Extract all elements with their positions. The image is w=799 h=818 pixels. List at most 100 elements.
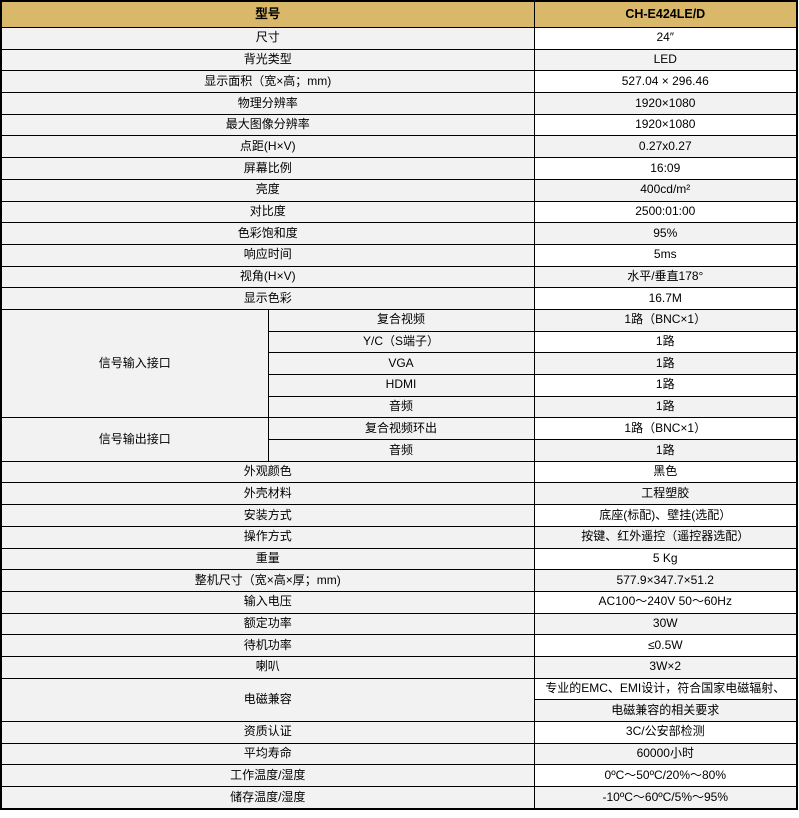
row-operating-temp-humidity: 工作温度/湿度 0ºC～50ºC/20%～80%: [0, 764, 798, 788]
row-hdmi-input: HDMI 1路: [1, 374, 798, 397]
response-time-label: 响应时间: [0, 243, 535, 267]
native-resolution-label: 物理分辨率: [0, 92, 535, 115]
average-lifespan-label: 平均寿命: [0, 742, 535, 766]
model-label: 型号: [0, 0, 535, 28]
composite-loopout-label: 复合视频环出: [267, 417, 535, 441]
row-composite-video-loopout: 信号输出接口 复合视频环出 1路（BNC×1）: [0, 417, 798, 462]
row-control-method: 操作方式 按键、红外遥控（遥控器选配）: [0, 525, 798, 549]
weight-label: 重量: [0, 547, 535, 571]
aspect-ratio-label: 屏幕比例: [0, 157, 535, 180]
vga-input-label: VGA: [267, 352, 535, 375]
row-native-resolution: 物理分辨率 1920×1080: [0, 92, 798, 115]
emc-value-line1: 专业的EMC、EMI设计，符合国家电磁辐射、: [533, 677, 798, 701]
aspect-ratio-value: 16:09: [533, 157, 798, 180]
row-contrast-ratio: 对比度 2500:01:00: [0, 200, 798, 224]
display-colors-label: 显示色彩: [0, 287, 535, 310]
mounting-method-value: 底座(标配)、壁挂(选配）: [533, 504, 798, 527]
row-color-saturation: 色彩饱和度 95%: [0, 222, 798, 245]
row-input-voltage: 输入电压 AC100～240V 50～60Hz: [0, 590, 798, 614]
viewing-angle-label: 视角(H×V): [0, 265, 535, 289]
row-composite-video-in: 信号输入接口 复合视频 1路（BNC×1）: [0, 308, 798, 419]
cabinet-material-label: 外壳材料: [0, 482, 535, 506]
backlight-label: 背光类型: [0, 48, 535, 72]
input-voltage-label: 输入电压: [0, 590, 535, 614]
row-brightness: 亮度 400cd/m²: [0, 178, 798, 202]
row-display-colors: 显示色彩 16.7M: [0, 287, 798, 310]
row-size: 尺寸 24″: [0, 27, 798, 50]
signal-output-label: 信号输出接口: [0, 417, 269, 462]
row-pixel-pitch: 点距(H×V) 0.27x0.27: [0, 135, 798, 159]
hdmi-input-label: HDMI: [267, 374, 535, 397]
viewing-angle-value: 水平/垂直178°: [533, 265, 798, 289]
contrast-ratio-label: 对比度: [0, 200, 535, 224]
row-standby-power: 待机功率 ≤0.5W: [0, 634, 798, 657]
storage-temp-humidity-label: 储存温度/湿度: [0, 786, 535, 810]
composite-video-in-value: 1路（BNC×1）: [533, 308, 798, 332]
row-mounting-method: 安装方式 底座(标配)、壁挂(选配）: [0, 504, 798, 527]
storage-temp-humidity-value: -10ºC～60ºC/5%～95%: [533, 786, 798, 810]
display-area-value: 527.04 × 296.46: [533, 70, 798, 94]
cabinet-color-value: 黑色: [533, 460, 798, 484]
composite-video-in-label: 复合视频: [267, 308, 535, 332]
model-value: CH-E424LE/D: [533, 0, 798, 28]
native-resolution-value: 1920×1080: [533, 92, 798, 115]
mounting-method-label: 安装方式: [0, 504, 535, 527]
max-resolution-value: 1920×1080: [533, 113, 798, 137]
control-method-label: 操作方式: [0, 525, 535, 549]
row-vga-input: VGA 1路: [1, 352, 798, 375]
row-cabinet-color: 外观颜色 黑色: [0, 460, 798, 484]
row-yc-input: Y/C（S端子） 1路: [1, 330, 798, 354]
row-aspect-ratio: 屏幕比例 16:09: [0, 157, 798, 180]
cabinet-color-label: 外观颜色: [0, 460, 535, 484]
operating-temp-humidity-label: 工作温度/湿度: [0, 764, 535, 788]
row-audio-output: 音频 1路: [1, 439, 798, 462]
row-max-resolution: 最大图像分辨率 1920×1080: [0, 113, 798, 137]
row-backlight-type: 背光类型 LED: [0, 48, 798, 72]
standby-power-label: 待机功率: [0, 634, 535, 657]
response-time-value: 5ms: [533, 243, 798, 267]
display-area-label: 显示面积（宽×高；mm): [0, 70, 535, 94]
brightness-value: 400cd/m²: [533, 178, 798, 202]
certification-label: 资质认证: [0, 721, 535, 744]
row-speaker: 喇叭 3W×2: [0, 655, 798, 679]
operating-temp-humidity-value: 0ºC～50ºC/20%～80%: [533, 764, 798, 788]
row-rated-power: 额定功率 30W: [0, 612, 798, 636]
yc-input-label: Y/C（S端子）: [267, 330, 535, 354]
row-emc: 电磁兼容 专业的EMC、EMI设计，符合国家电磁辐射、: [0, 677, 798, 723]
input-voltage-value: AC100～240V 50～60Hz: [533, 590, 798, 614]
certification-value: 3C/公安部检测: [533, 721, 798, 744]
audio-input-label: 音频: [267, 395, 535, 419]
row-model: 型号 CH-E424LE/D: [0, 0, 798, 28]
row-weight: 重量 5 Kg: [0, 547, 798, 571]
audio-output-value: 1路: [533, 439, 798, 462]
audio-input-value: 1路: [533, 395, 798, 419]
row-emc-line2: 电磁兼容的相关要求: [1, 699, 798, 722]
brightness-label: 亮度: [0, 178, 535, 202]
max-resolution-label: 最大图像分辨率: [0, 113, 535, 137]
row-average-lifespan: 平均寿命 60000小时: [0, 742, 798, 766]
speaker-value: 3W×2: [533, 655, 798, 679]
emc-label: 电磁兼容: [0, 677, 535, 723]
row-response-time: 响应时间 5ms: [0, 243, 798, 267]
pixel-pitch-value: 0.27x0.27: [533, 135, 798, 159]
overall-dimensions-value: 577.9×347.7×51.2: [533, 569, 798, 592]
cabinet-material-value: 工程塑胶: [533, 482, 798, 506]
row-display-area: 显示面积（宽×高；mm) 527.04 × 296.46: [0, 70, 798, 94]
color-saturation-value: 95%: [533, 222, 798, 245]
overall-dimensions-label: 整机尺寸（宽×高×厚；mm): [0, 569, 535, 592]
speaker-label: 喇叭: [0, 655, 535, 679]
weight-value: 5 Kg: [533, 547, 798, 571]
row-overall-dimensions: 整机尺寸（宽×高×厚；mm) 577.9×347.7×51.2: [0, 569, 798, 592]
pixel-pitch-label: 点距(H×V): [0, 135, 535, 159]
emc-value-line2: 电磁兼容的相关要求: [533, 699, 798, 722]
composite-loopout-value: 1路（BNC×1）: [533, 417, 798, 441]
row-cabinet-material: 外壳材料 工程塑胶: [0, 482, 798, 506]
audio-output-label: 音频: [267, 439, 535, 462]
backlight-value: LED: [533, 48, 798, 72]
size-value: 24″: [533, 27, 798, 50]
rated-power-label: 额定功率: [0, 612, 535, 636]
signal-input-label: 信号输入接口: [0, 308, 269, 419]
row-viewing-angle: 视角(H×V) 水平/垂直178°: [0, 265, 798, 289]
size-label: 尺寸: [0, 27, 535, 50]
